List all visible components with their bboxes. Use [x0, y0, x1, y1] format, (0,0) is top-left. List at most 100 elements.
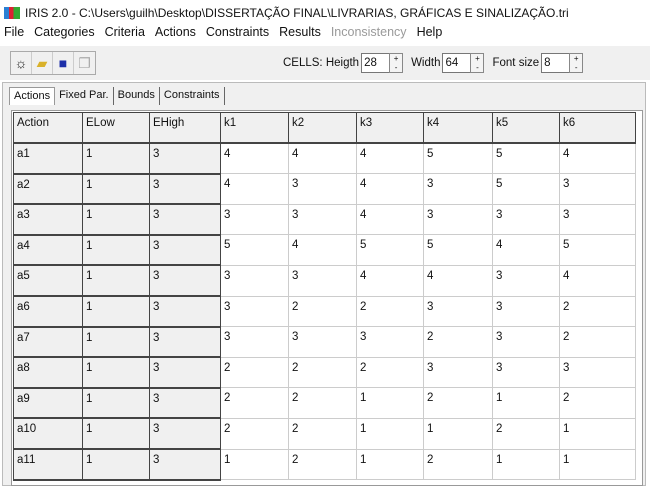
cell-width-spinner[interactable]: + - — [470, 53, 485, 73]
grid-cell[interactable]: 4 — [220, 142, 289, 175]
fixed-cell[interactable]: a4 — [13, 234, 83, 267]
grid-cell[interactable]: 1 — [423, 417, 493, 450]
grid-cell[interactable]: 2 — [356, 295, 424, 328]
fixed-cell[interactable]: 3 — [149, 173, 221, 206]
new-file-icon[interactable]: ☼ — [11, 52, 32, 74]
grid-cell[interactable]: 4 — [423, 264, 493, 297]
grid-cell[interactable]: 4 — [356, 173, 424, 205]
column-header-k3[interactable]: k3 — [356, 112, 424, 145]
font-size-spinner[interactable]: + - — [569, 53, 584, 73]
grid-cell[interactable]: 1 — [356, 387, 424, 419]
grid-cell[interactable]: 1 — [559, 417, 636, 450]
grid-cell[interactable]: 3 — [288, 264, 357, 297]
fixed-cell[interactable]: 1 — [82, 417, 150, 451]
fixed-cell[interactable]: a7 — [13, 326, 83, 359]
grid-cell[interactable]: 3 — [559, 203, 636, 236]
tab-actions[interactable]: Actions — [9, 87, 56, 105]
grid-cell[interactable]: 3 — [220, 203, 289, 236]
grid-cell[interactable]: 3 — [423, 295, 493, 328]
grid-cell[interactable]: 3 — [492, 203, 560, 236]
grid-cell[interactable]: 2 — [423, 448, 493, 481]
menu-constraints[interactable]: Constraints — [205, 25, 270, 39]
grid-cell[interactable]: 4 — [356, 264, 424, 297]
grid-cell[interactable]: 2 — [423, 326, 493, 358]
grid-cell[interactable]: 5 — [492, 142, 560, 175]
fixed-cell[interactable]: 3 — [149, 203, 221, 236]
fixed-cell[interactable]: a5 — [13, 264, 83, 298]
grid-cell[interactable]: 4 — [356, 203, 424, 236]
tab-bounds[interactable]: Bounds — [114, 87, 160, 105]
fixed-cell[interactable]: a10 — [13, 417, 83, 451]
grid-cell[interactable]: 2 — [423, 387, 493, 419]
fixed-cell[interactable]: 1 — [82, 173, 150, 206]
grid-cell[interactable]: 3 — [492, 295, 560, 328]
menu-categories[interactable]: Categories — [34, 25, 95, 39]
grid-cell[interactable]: 2 — [220, 387, 289, 419]
fixed-cell[interactable]: 1 — [82, 234, 150, 267]
font-size-input[interactable]: 8 — [541, 53, 570, 73]
fixed-cell[interactable]: 3 — [149, 295, 221, 328]
menu-help[interactable]: Help — [416, 25, 443, 39]
grid-cell[interactable]: 2 — [220, 356, 289, 389]
grid-cell[interactable]: 2 — [288, 387, 357, 419]
grid-cell[interactable]: 1 — [559, 448, 636, 481]
menu-results[interactable]: Results — [279, 25, 321, 39]
grid-cell[interactable]: 1 — [220, 448, 289, 481]
grid-cell[interactable]: 2 — [356, 356, 424, 389]
column-header-k5[interactable]: k5 — [492, 112, 560, 145]
grid-cell[interactable]: 4 — [559, 142, 636, 175]
grid-cell[interactable]: 4 — [288, 234, 357, 266]
grid-cell[interactable]: 2 — [288, 448, 357, 481]
column-header-action[interactable]: Action — [13, 112, 83, 145]
grid-cell[interactable]: 3 — [288, 173, 357, 205]
fixed-cell[interactable]: a3 — [13, 203, 83, 236]
grid-cell[interactable]: 2 — [559, 387, 636, 419]
cell-height-input[interactable]: 28 — [361, 53, 390, 73]
fixed-cell[interactable]: 3 — [149, 264, 221, 298]
fixed-cell[interactable]: 3 — [149, 234, 221, 267]
fixed-cell[interactable]: 1 — [82, 448, 150, 481]
grid-cell[interactable]: 2 — [288, 356, 357, 389]
grid-cell[interactable]: 2 — [559, 326, 636, 358]
grid-cell[interactable]: 2 — [492, 417, 560, 450]
grid-cell[interactable]: 3 — [220, 264, 289, 297]
fixed-cell[interactable]: 3 — [149, 387, 221, 420]
fixed-cell[interactable]: 3 — [149, 142, 221, 175]
grid-cell[interactable]: 5 — [423, 234, 493, 266]
fixed-cell[interactable]: a8 — [13, 356, 83, 389]
grid-cell[interactable]: 1 — [492, 448, 560, 481]
open-folder-icon[interactable]: ▰ — [32, 52, 53, 74]
fixed-cell[interactable]: 1 — [82, 142, 150, 175]
fixed-cell[interactable]: 3 — [149, 448, 221, 481]
fixed-cell[interactable]: 3 — [149, 356, 221, 389]
menu-actions[interactable]: Actions — [154, 25, 196, 39]
grid-cell[interactable]: 3 — [423, 173, 493, 205]
grid-cell[interactable]: 1 — [356, 417, 424, 450]
grid-cell[interactable]: 3 — [288, 326, 357, 358]
grid-cell[interactable]: 5 — [356, 234, 424, 266]
fixed-cell[interactable]: a2 — [13, 173, 83, 206]
grid-cell[interactable]: 3 — [423, 356, 493, 389]
grid-cell[interactable]: 3 — [288, 203, 357, 236]
grid-cell[interactable]: 4 — [288, 142, 357, 175]
grid-cell[interactable]: 1 — [492, 387, 560, 419]
grid-cell[interactable]: 3 — [356, 326, 424, 358]
grid-cell[interactable]: 5 — [423, 142, 493, 175]
menu-criteria[interactable]: Criteria — [104, 25, 145, 39]
grid-cell[interactable]: 4 — [492, 234, 560, 266]
grid-cell[interactable]: 5 — [559, 234, 636, 266]
fixed-cell[interactable]: a6 — [13, 295, 83, 328]
grid-cell[interactable]: 1 — [356, 448, 424, 481]
fixed-cell[interactable]: a9 — [13, 387, 83, 420]
grid-cell[interactable]: 3 — [559, 356, 636, 389]
grid-cell[interactable]: 2 — [559, 295, 636, 328]
column-header-k2[interactable]: k2 — [288, 112, 357, 145]
grid-cell[interactable]: 3 — [492, 356, 560, 389]
fixed-cell[interactable]: 1 — [82, 295, 150, 328]
column-header-k6[interactable]: k6 — [559, 112, 636, 145]
menu-file[interactable]: File — [4, 25, 25, 39]
fixed-cell[interactable]: a1 — [13, 142, 83, 175]
grid-cell[interactable]: 5 — [492, 173, 560, 205]
fixed-cell[interactable]: 3 — [149, 417, 221, 451]
save-disk-icon[interactable]: ■ — [53, 52, 74, 74]
